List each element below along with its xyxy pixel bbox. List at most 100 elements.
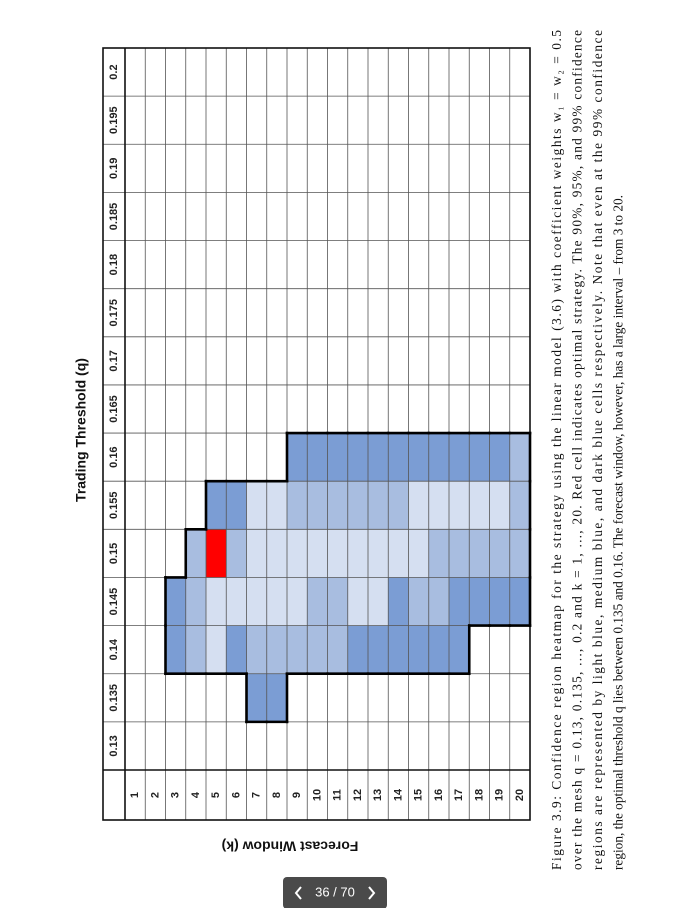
heatmap-cell (185, 625, 206, 674)
q-label: 0.15 (108, 543, 120, 564)
heatmap-cell (266, 529, 287, 578)
q-axis-title: Trading Threshold (q) (73, 358, 89, 502)
k-label: 2 (149, 792, 161, 798)
heatmap-cell (206, 577, 227, 626)
heatmap-cell (388, 577, 409, 626)
heatmap-cell (509, 481, 530, 530)
heatmap-cell (266, 625, 287, 674)
heatmap-cell (226, 577, 247, 626)
next-page-button[interactable] (368, 886, 376, 900)
heatmap-cell (469, 481, 490, 530)
heatmap-cell (449, 577, 470, 626)
q-label: 0.195 (108, 106, 120, 134)
heatmap-cell (368, 577, 389, 626)
k-label: 13 (372, 789, 384, 801)
heatmap-cell (327, 481, 348, 530)
heatmap-cell (347, 481, 368, 530)
q-label: 0.18 (108, 254, 120, 275)
heatmap-cell (408, 529, 429, 578)
heatmap-cell (489, 433, 510, 482)
heatmap: 0.13 0.135 0.14 0.145 0.15 0.155 0.16 0.165 0.17… (102, 47, 532, 821)
heatmap-cell (449, 481, 470, 530)
caption-line: over the mesh q = 0.13, 0.135, ..., 0.2 … (570, 30, 585, 870)
heatmap-cell (408, 481, 429, 530)
k-axis-title: Forecast Window (k) (222, 838, 359, 854)
heatmap-cell (327, 529, 348, 578)
heatmap-cell (368, 625, 389, 674)
heatmap-cell (368, 529, 389, 578)
heatmap-cell (368, 433, 389, 482)
heatmap-cell (307, 625, 328, 674)
heatmap-cell (307, 433, 328, 482)
k-label: 7 (251, 792, 263, 798)
k-label: 1 (129, 792, 141, 798)
k-label: 12 (352, 789, 364, 801)
heatmap-cell (368, 481, 389, 530)
heatmap-cell (246, 529, 267, 578)
heatmap-cell (489, 481, 510, 530)
heatmap-cell (287, 577, 308, 626)
prev-page-button[interactable] (294, 886, 302, 900)
q-label: 0.13 (108, 735, 120, 756)
heatmap-cell (489, 529, 510, 578)
caption-line: Figure 3.9: Confidence region heatmap fo… (549, 30, 564, 870)
heatmap-cell (287, 433, 308, 482)
heatmap-cell (449, 433, 470, 482)
heatmap-cell (165, 625, 186, 674)
heatmap-cell (428, 481, 449, 530)
heatmap-cell (327, 577, 348, 626)
heatmap-cell (428, 577, 449, 626)
heatmap-cell (287, 625, 308, 674)
heatmap-cell (509, 433, 530, 482)
heatmap-cell (428, 529, 449, 578)
heatmap-cell (428, 625, 449, 674)
heatmap-cell (266, 577, 287, 626)
heatmap-cell (266, 673, 287, 722)
heatmap-cell (226, 529, 247, 578)
heatmap-cell (307, 529, 328, 578)
k-label: 5 (210, 792, 222, 798)
caption: Figure 3.9: Confidence region heatmap fo… (549, 30, 626, 870)
k-label: 15 (413, 789, 425, 801)
heatmap-cell (266, 481, 287, 530)
heatmap-cell (347, 433, 368, 482)
heatmap-cell (347, 529, 368, 578)
k-label: 10 (311, 789, 323, 801)
heatmap-cell (469, 577, 490, 626)
heatmap-cell (449, 529, 470, 578)
pager-bg (283, 877, 387, 908)
heatmap-cell (449, 625, 470, 674)
heatmap-cell (307, 481, 328, 530)
heatmap-cell (287, 529, 308, 578)
heatmap-cell (428, 433, 449, 482)
heatmap-cell (246, 481, 267, 530)
page-indicator: 36 / 70 (315, 884, 355, 899)
heatmap-cell (327, 433, 348, 482)
q-label: 0.19 (108, 158, 120, 179)
heatmap-cell (509, 529, 530, 578)
heatmap-cell (287, 481, 308, 530)
heatmap-cell (165, 577, 186, 626)
k-label: 11 (332, 789, 344, 801)
q-label: 0.135 (108, 684, 120, 712)
q-label: 0.175 (108, 299, 120, 327)
heatmap-cell (226, 625, 247, 674)
q-label: 0.165 (108, 395, 120, 423)
q-label: 0.185 (108, 203, 120, 231)
heatmap-cell (327, 625, 348, 674)
rotated-page: Trading Threshold (q) Forecast Window (k… (73, 30, 626, 870)
k-label: 8 (271, 792, 283, 798)
caption-line: regions are represented by light blue, m… (590, 30, 605, 870)
q-label: 0.2 (108, 64, 120, 79)
heatmap-cell (347, 577, 368, 626)
heatmap-cell (408, 577, 429, 626)
heatmap-cell (246, 625, 267, 674)
heatmap-cell (307, 577, 328, 626)
heatmap-cell (388, 433, 409, 482)
heatmap-cell (469, 433, 490, 482)
caption-line: region, the optimal threshold q lies bet… (611, 195, 626, 870)
k-label: 16 (433, 789, 445, 801)
q-label: 0.16 (108, 446, 120, 467)
heatmap-cell (185, 529, 206, 578)
